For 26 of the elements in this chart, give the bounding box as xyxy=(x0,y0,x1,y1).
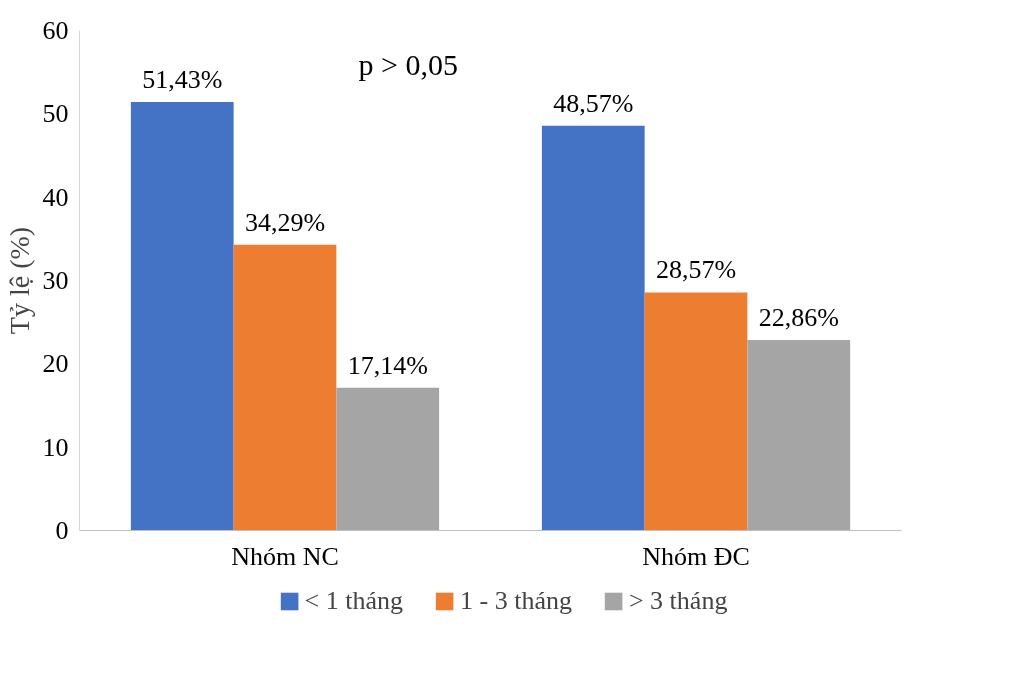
legend-label: > 3 tháng xyxy=(628,586,728,616)
data-label: 51,43% xyxy=(142,64,223,94)
bar xyxy=(644,292,748,531)
data-label: 28,57% xyxy=(655,255,737,285)
y-tick-label: 10 xyxy=(42,432,69,462)
bar xyxy=(233,244,337,531)
x-tick-label: Nhóm ĐC xyxy=(642,541,750,571)
legend-label: 1 - 3 tháng xyxy=(460,586,572,616)
bar xyxy=(336,387,440,531)
y-tick-label: 0 xyxy=(55,516,69,545)
data-label: 17,14% xyxy=(347,350,428,380)
y-tick-label: 60 xyxy=(42,16,69,45)
y-tick-label: 20 xyxy=(42,349,69,379)
bar xyxy=(130,101,234,531)
legend-label: < 1 tháng xyxy=(304,586,404,616)
data-label: 34,29% xyxy=(244,207,326,237)
y-tick-label: 50 xyxy=(42,99,69,129)
y-tick-label: 30 xyxy=(42,266,69,295)
data-label: 48,57% xyxy=(553,88,634,118)
bar xyxy=(541,125,645,531)
x-tick-label: Nhóm NC xyxy=(231,541,339,571)
y-axis-title: Tỷ lệ (%) xyxy=(3,226,35,335)
annotation: p > 0,05 xyxy=(358,47,459,81)
y-tick-label: 40 xyxy=(42,182,69,212)
data-label: 22,86% xyxy=(758,303,839,332)
bar xyxy=(747,340,851,531)
